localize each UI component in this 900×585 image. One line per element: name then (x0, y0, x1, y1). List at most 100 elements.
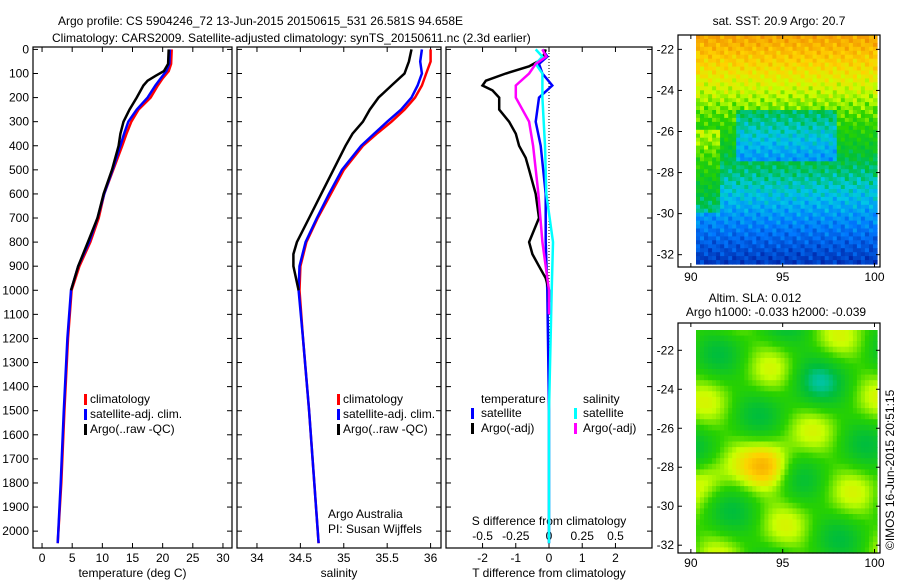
map-cell (764, 94, 769, 99)
map-cell (772, 497, 777, 504)
map-cell (840, 157, 846, 162)
map-cell (856, 424, 862, 431)
map-cell (720, 469, 725, 476)
map-cell (808, 50, 814, 56)
map-cell (836, 330, 842, 337)
map-cell (812, 212, 818, 218)
map-cell (860, 363, 866, 370)
map-cell (820, 260, 826, 265)
map-cell (728, 469, 733, 476)
map-cell (732, 82, 737, 87)
map-cell (840, 536, 846, 543)
map-cell (816, 66, 822, 72)
map-cell (852, 169, 858, 174)
map-cell (840, 165, 846, 170)
map-cell (796, 153, 802, 158)
map-cell (873, 46, 878, 52)
map-cell (780, 192, 786, 198)
map-cell (836, 208, 842, 214)
map-cell (844, 54, 850, 60)
map-cell (724, 424, 729, 431)
map-cell (828, 196, 834, 202)
map-cell (824, 212, 830, 218)
map-cell (869, 380, 874, 387)
map-cell (788, 502, 794, 509)
map-cell (776, 133, 781, 139)
map-cell (856, 161, 862, 166)
map-cell (800, 189, 806, 194)
map-cell (848, 204, 854, 210)
map-cell (832, 121, 838, 127)
map-cell (732, 66, 737, 72)
map-cell (712, 519, 717, 526)
map-cell (736, 374, 741, 381)
map-cell (852, 74, 858, 79)
map-cell (712, 74, 717, 79)
map-cell (792, 374, 798, 381)
map-cell (764, 475, 769, 482)
map-cell (740, 90, 745, 95)
map-cell (752, 452, 757, 459)
map-cell (804, 374, 810, 381)
map-cell (816, 149, 822, 154)
map-cell (768, 441, 773, 448)
map-cell (808, 216, 814, 222)
map-cell (788, 335, 794, 342)
map-cell (852, 121, 858, 127)
map-cell (784, 452, 790, 459)
map-cell (780, 82, 786, 87)
map-cell (728, 475, 733, 482)
map-cell (756, 260, 761, 265)
map-cell (704, 137, 709, 143)
map-cell (784, 547, 790, 554)
map-cell (792, 216, 798, 222)
map-cell (869, 536, 874, 543)
map-cell (852, 248, 858, 253)
map-cell (852, 469, 858, 476)
map-cell (772, 469, 777, 476)
map-cell (848, 391, 854, 398)
map-cell (873, 204, 878, 210)
map-cell (752, 42, 757, 48)
map-cell (780, 114, 786, 119)
map-cell (804, 129, 810, 135)
map-cell (728, 486, 733, 493)
map-cell (744, 149, 749, 154)
legend-label: satellite-adj. clim. (343, 407, 435, 421)
map-cell (873, 177, 878, 182)
map-cell (792, 480, 798, 487)
map-cell (696, 58, 701, 64)
map-cell (848, 137, 854, 143)
map-cell (728, 110, 733, 115)
map-cell (752, 121, 757, 127)
map-cell (812, 402, 818, 409)
map-cell (864, 424, 870, 431)
map-cell (728, 363, 733, 370)
map-cell (828, 252, 834, 257)
map-cell (716, 435, 721, 443)
map-cell (869, 491, 874, 498)
map-cell (720, 419, 725, 426)
map-cell (808, 330, 814, 337)
map-cell (784, 98, 790, 103)
map-cell (772, 46, 777, 52)
map-cell (736, 486, 741, 493)
map-cell (788, 224, 794, 229)
map-cell (864, 35, 870, 40)
map-cell (800, 173, 806, 178)
map-cell (808, 519, 814, 526)
map-cell (844, 519, 850, 526)
map-cell (860, 137, 866, 143)
map-cell (788, 58, 794, 64)
map-cell (708, 216, 713, 222)
map-cell (740, 341, 745, 348)
map-cell (816, 357, 822, 365)
map-cell (744, 396, 749, 404)
map-cell (848, 346, 854, 353)
map-cell (736, 463, 741, 470)
map-cell (869, 408, 874, 415)
map-cell (864, 177, 870, 182)
map-cell (708, 106, 713, 111)
map-cell (824, 236, 830, 241)
map-cell (873, 491, 878, 498)
